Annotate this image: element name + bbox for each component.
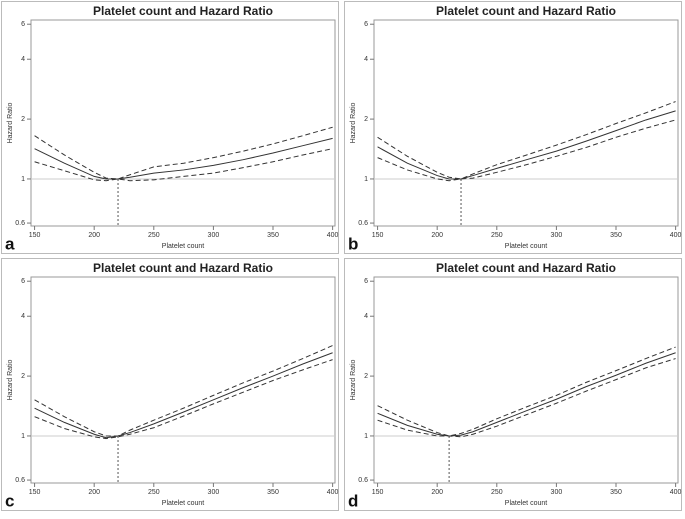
x-tick-label: 150 [29,232,41,239]
y-tick-label: 6 [364,21,368,28]
x-axis-label: Platelet count [505,243,547,250]
x-tick-label: 250 [491,489,503,496]
y-tick-label: 2 [21,373,25,380]
chart-title: Platelet count and Hazard Ratio [436,261,616,275]
y-axis-label: Hazard Ratio [350,102,357,143]
y-tick-label: 0.6 [358,220,368,227]
x-tick-label: 400 [327,232,339,239]
confidence-line [34,359,333,440]
y-tick-label: 6 [21,278,25,285]
estimate-line [377,110,676,180]
y-tick-label: 1 [21,433,25,440]
confidence-line [377,101,676,180]
x-axis-label: Platelet count [505,500,547,507]
x-tick-label: 300 [551,489,563,496]
chart-title: Platelet count and Hazard Ratio [436,4,616,18]
confidence-line [34,345,333,437]
plot-frame [373,19,679,227]
chart-panel: Platelet count and Hazard Ratio 0.6 1 2 4 6 15… [344,1,682,254]
y-tick-label: 1 [364,433,368,440]
x-tick-label: 350 [267,232,279,239]
y-tick-label: 0.6 [358,477,368,484]
x-tick-label: 150 [372,232,384,239]
y-axis-label: Hazard Ratio [7,102,14,143]
y-tick-label: 2 [364,116,368,123]
estimate-line [377,352,676,437]
chart-title: Platelet count and Hazard Ratio [93,261,273,275]
confidence-line [377,119,676,182]
plot-frame [30,276,336,484]
panel-label: d [348,491,358,510]
x-tick-label: 200 [431,232,443,239]
chart-title: Platelet count and Hazard Ratio [93,4,273,18]
y-axis-label: Hazard Ratio [350,359,357,400]
chart-panel: Platelet count and Hazard Ratio 0.6 1 2 4 6 15… [344,258,682,511]
panel-label: c [5,491,14,510]
x-tick-label: 150 [372,489,384,496]
x-tick-label: 350 [267,489,279,496]
x-tick-label: 400 [327,489,339,496]
y-tick-label: 1 [21,176,25,183]
estimate-line [34,137,333,180]
x-tick-label: 150 [29,489,41,496]
x-tick-label: 250 [148,232,160,239]
y-tick-label: 4 [21,313,25,320]
x-tick-label: 250 [148,489,160,496]
y-tick-label: 0.6 [15,220,25,227]
x-tick-label: 300 [208,232,220,239]
y-tick-label: 4 [364,56,368,63]
y-tick-label: 6 [364,278,368,285]
confidence-line [34,148,333,182]
y-tick-label: 0.6 [15,477,25,484]
x-tick-label: 200 [88,232,100,239]
confidence-line [377,358,676,438]
x-tick-label: 300 [551,232,563,239]
x-tick-label: 400 [670,489,682,496]
chart-panel: Platelet count and Hazard Ratio 0.6 1 2 4 6 15… [1,258,339,511]
x-tick-label: 350 [610,489,622,496]
panel-border [1,258,339,511]
plot-frame [373,276,679,484]
panel-label: b [348,234,358,253]
x-axis-label: Platelet count [162,500,204,507]
x-tick-label: 250 [491,232,503,239]
y-tick-label: 4 [21,56,25,63]
y-tick-label: 6 [21,21,25,28]
chart-panel: Platelet count and Hazard Ratio 0.6 1 2 4 6 15… [1,1,339,254]
y-axis-label: Hazard Ratio [7,359,14,400]
panel-label: a [5,234,15,253]
plot-frame [30,19,336,227]
y-tick-label: 4 [364,313,368,320]
y-tick-label: 2 [21,116,25,123]
x-tick-label: 300 [208,489,220,496]
x-tick-label: 400 [670,232,682,239]
y-tick-label: 1 [364,176,368,183]
confidence-line [34,126,333,180]
panel-border [344,1,682,254]
y-tick-label: 2 [364,373,368,380]
x-tick-label: 350 [610,232,622,239]
panel-border [344,258,682,511]
confidence-line [377,346,676,437]
x-tick-label: 200 [431,489,443,496]
x-tick-label: 200 [88,489,100,496]
estimate-line [34,352,333,439]
panel-border [1,1,339,254]
x-axis-label: Platelet count [162,243,204,250]
